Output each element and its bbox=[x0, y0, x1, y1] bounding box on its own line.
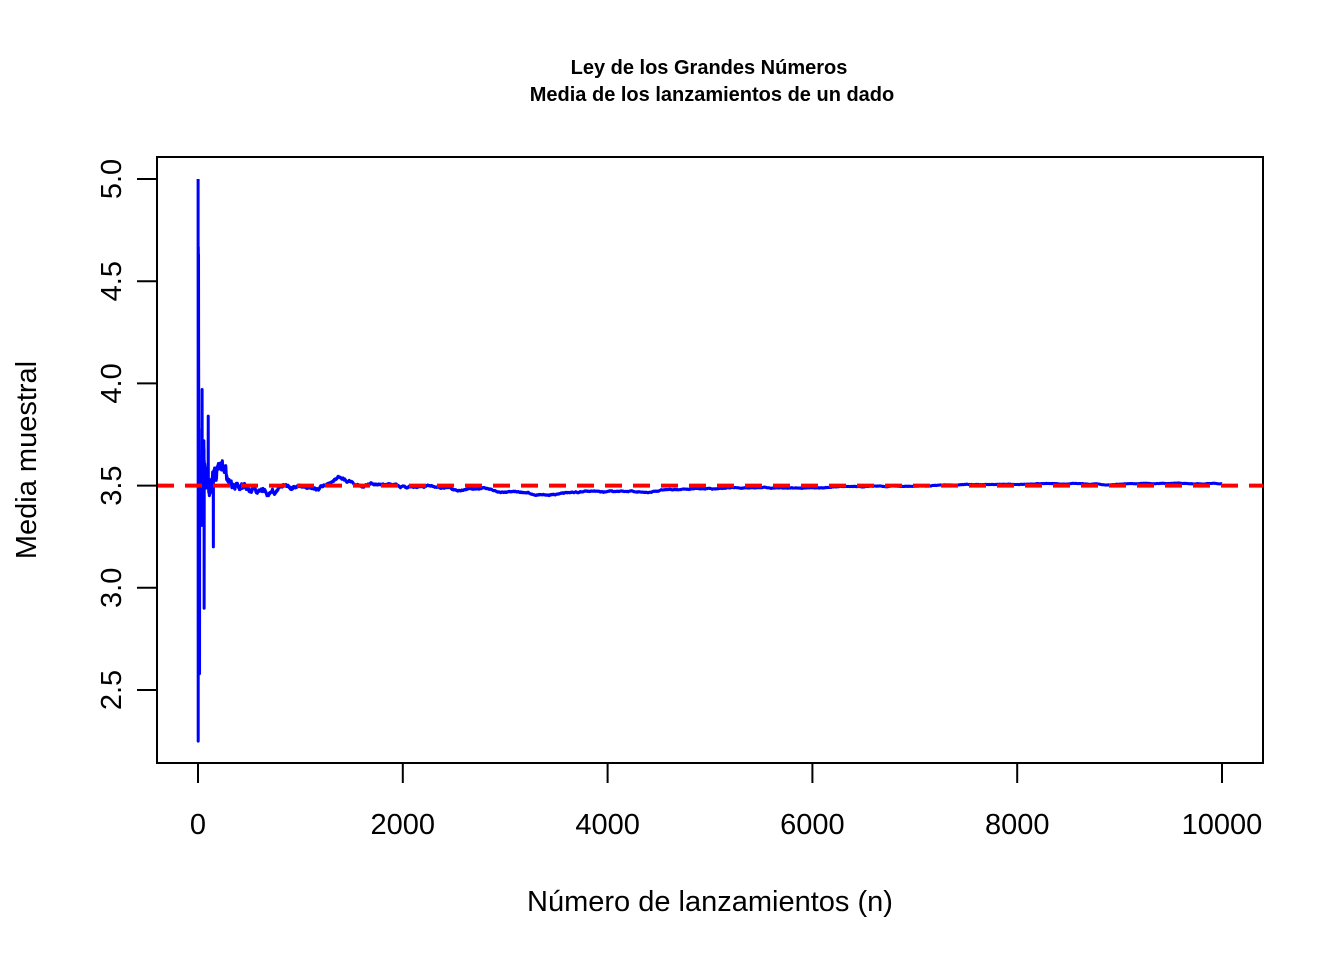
series-line bbox=[196, 178, 1224, 743]
x-axis-title: Número de lanzamientos (n) bbox=[527, 886, 893, 918]
y-tick-label: 4.0 bbox=[96, 363, 128, 403]
chart-subtitle: Media de los lanzamientos de un dado bbox=[530, 84, 895, 106]
y-tick-label: 2.5 bbox=[96, 670, 128, 710]
y-tick-label: 3.0 bbox=[96, 568, 128, 608]
x-tick-label: 0 bbox=[190, 809, 206, 841]
y-axis: 2.5 3.0 3.5 4.0 4.5 5.0 bbox=[96, 159, 158, 710]
y-tick-label: 4.5 bbox=[96, 261, 128, 301]
chart-title: Ley de los Grandes Números bbox=[571, 57, 848, 79]
y-tick-label: 3.5 bbox=[96, 465, 128, 505]
y-tick-label: 5.0 bbox=[96, 159, 128, 199]
y-axis-title: Media muestral bbox=[11, 361, 43, 559]
x-tick-label: 8000 bbox=[985, 809, 1050, 841]
plot-frame bbox=[156, 156, 1264, 764]
x-tick-label: 4000 bbox=[575, 809, 640, 841]
x-tick-label: 6000 bbox=[780, 809, 845, 841]
x-tick-label: 2000 bbox=[371, 809, 436, 841]
x-tick-label: 10000 bbox=[1182, 809, 1263, 841]
x-axis: 0 2000 4000 6000 8000 10000 bbox=[190, 762, 1263, 841]
series-layer bbox=[196, 178, 1224, 743]
